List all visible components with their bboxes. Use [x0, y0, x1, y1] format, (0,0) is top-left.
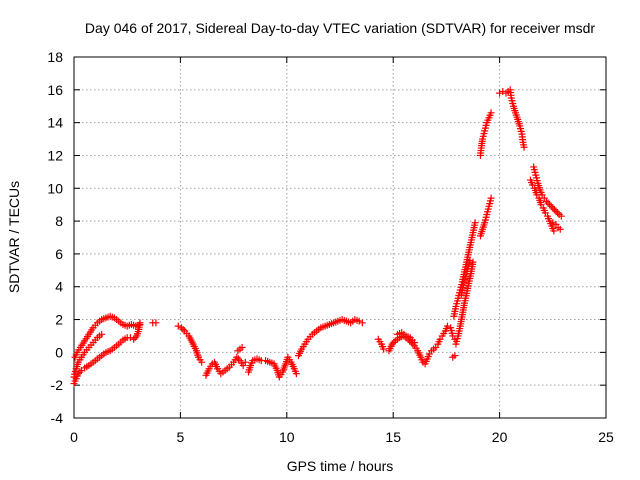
- y-tick-label: 12: [47, 147, 63, 163]
- x-tick-label: 10: [279, 429, 295, 445]
- data-point: [152, 319, 160, 327]
- data-point: [179, 325, 187, 333]
- y-tick-label: 4: [55, 279, 63, 295]
- x-axis-label: GPS time / hours: [287, 458, 394, 474]
- data-point: [292, 370, 300, 378]
- data-point: [552, 207, 560, 215]
- data-point: [358, 319, 366, 327]
- data-point: [380, 345, 388, 353]
- x-tick-label: 15: [385, 429, 401, 445]
- data-point: [549, 204, 557, 212]
- data-point: [98, 330, 106, 338]
- data-point: [241, 358, 249, 366]
- data-point: [443, 322, 451, 330]
- y-tick-label: 14: [47, 115, 63, 131]
- data-point: [469, 258, 477, 266]
- chart-title: Day 046 of 2017, Sidereal Day-to-day VTE…: [85, 20, 595, 36]
- y-tick-label: 0: [55, 344, 63, 360]
- y-tick-label: -2: [51, 377, 64, 393]
- data-point: [234, 355, 242, 363]
- data-point: [554, 209, 562, 217]
- data-point: [556, 225, 564, 233]
- data-series-sdtvar: [70, 86, 565, 388]
- x-tick-label: 5: [177, 429, 185, 445]
- tick-labels: 0 5 10 15 20 25 -4 -2 0 2 4 6 8 10 12 14 16 18: [47, 49, 614, 445]
- data-point: [496, 89, 504, 97]
- y-tick-label: 6: [55, 246, 63, 262]
- data-point: [388, 340, 396, 348]
- data-point: [238, 343, 246, 351]
- data-point: [546, 201, 554, 209]
- data-point: [520, 143, 528, 151]
- y-tick-label: 10: [47, 180, 63, 196]
- data-point: [550, 206, 558, 214]
- y-tick-label: 2: [55, 312, 63, 328]
- data-point: [549, 219, 557, 227]
- plot-frame: [73, 56, 607, 419]
- grid-lines: [74, 57, 606, 418]
- data-point: [390, 339, 398, 347]
- y-tick-label: -4: [51, 410, 64, 426]
- data-point: [557, 212, 565, 220]
- data-point: [451, 352, 459, 360]
- data-point: [131, 334, 139, 342]
- x-tick-label: 20: [492, 429, 508, 445]
- y-tick-label: 16: [47, 82, 63, 98]
- data-point: [136, 320, 144, 328]
- data-point: [355, 317, 363, 325]
- data-point: [410, 339, 418, 347]
- axis-ticks: [73, 56, 607, 419]
- data-point: [542, 197, 550, 205]
- data-point: [471, 219, 479, 227]
- data-point: [177, 324, 185, 332]
- data-point: [487, 109, 495, 117]
- y-tick-label: 8: [55, 213, 63, 229]
- data-point: [550, 227, 558, 235]
- data-point: [174, 322, 182, 330]
- x-tick-label: 0: [70, 429, 78, 445]
- data-point: [466, 256, 474, 264]
- x-tick-label: 25: [598, 429, 614, 445]
- data-point: [233, 353, 241, 361]
- data-point: [130, 335, 138, 343]
- y-axis-label: SDTVAR / TECUs: [6, 181, 22, 293]
- data-point: [198, 358, 206, 366]
- data-point: [487, 194, 495, 202]
- data-point: [544, 199, 552, 207]
- y-tick-label: 18: [47, 49, 63, 65]
- data-point: [547, 202, 555, 210]
